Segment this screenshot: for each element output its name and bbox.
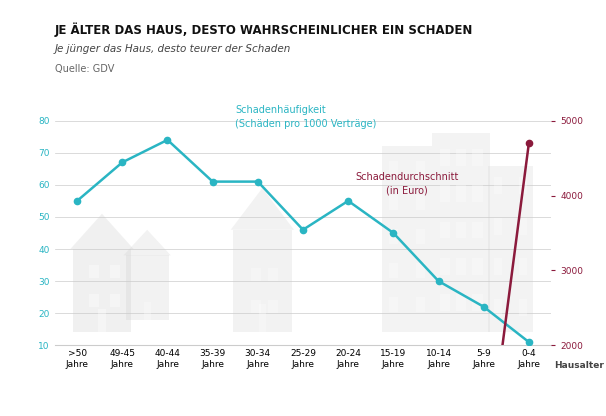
Bar xyxy=(472,222,482,238)
Bar xyxy=(440,186,450,202)
Text: JE ÄLTER DAS HAUS, DESTO WAHRSCHEINLICHER EIN SCHADEN: JE ÄLTER DAS HAUS, DESTO WAHRSCHEINLICHE… xyxy=(55,23,473,37)
Bar xyxy=(251,268,261,281)
Bar xyxy=(416,297,425,312)
Bar xyxy=(494,177,502,194)
Bar xyxy=(144,302,151,319)
Bar xyxy=(89,294,99,307)
Bar xyxy=(73,249,132,332)
Bar xyxy=(268,268,278,281)
Bar xyxy=(456,149,467,166)
Bar xyxy=(110,265,120,278)
Bar xyxy=(494,299,502,316)
Bar xyxy=(472,186,482,202)
Text: Hausalter: Hausalter xyxy=(554,361,604,370)
Bar xyxy=(456,294,467,311)
Bar xyxy=(233,230,291,332)
Bar xyxy=(519,177,527,194)
Bar xyxy=(456,222,467,238)
Bar xyxy=(440,222,450,238)
Bar xyxy=(389,195,398,210)
Bar xyxy=(268,300,278,313)
Bar xyxy=(519,299,527,316)
Bar xyxy=(89,265,99,278)
Bar xyxy=(110,294,120,307)
Bar xyxy=(440,258,450,275)
Bar xyxy=(98,309,105,332)
Bar xyxy=(416,161,425,176)
Bar xyxy=(494,218,502,235)
Bar xyxy=(416,263,425,278)
Bar xyxy=(472,149,482,166)
Bar xyxy=(472,294,482,311)
Bar xyxy=(416,229,425,244)
Bar xyxy=(519,218,527,235)
Bar xyxy=(494,258,502,275)
Bar xyxy=(440,294,450,311)
Bar xyxy=(440,149,450,166)
Bar xyxy=(488,166,533,332)
Text: Quelle: GDV: Quelle: GDV xyxy=(55,64,114,74)
Bar xyxy=(456,186,467,202)
Bar xyxy=(416,195,425,210)
Bar xyxy=(389,229,398,244)
Bar xyxy=(259,304,266,332)
Bar xyxy=(472,258,482,275)
Text: Schadendurchschnitt
(in Euro): Schadendurchschnitt (in Euro) xyxy=(355,172,459,196)
Polygon shape xyxy=(231,188,294,230)
Bar xyxy=(125,255,168,319)
Bar xyxy=(431,134,490,332)
Text: Schadenhäufigkeit
(Schäden pro 1000 Verträge): Schadenhäufigkeit (Schäden pro 1000 Ver… xyxy=(235,106,376,129)
Bar xyxy=(251,300,261,313)
Text: Je jünger das Haus, desto teurer der Schaden: Je jünger das Haus, desto teurer der Sch… xyxy=(55,44,291,54)
Bar xyxy=(389,297,398,312)
Bar xyxy=(519,258,527,275)
Bar xyxy=(389,161,398,176)
Bar xyxy=(456,258,467,275)
Bar xyxy=(382,146,431,332)
Bar xyxy=(389,263,398,278)
Polygon shape xyxy=(124,230,171,255)
Polygon shape xyxy=(70,214,133,249)
